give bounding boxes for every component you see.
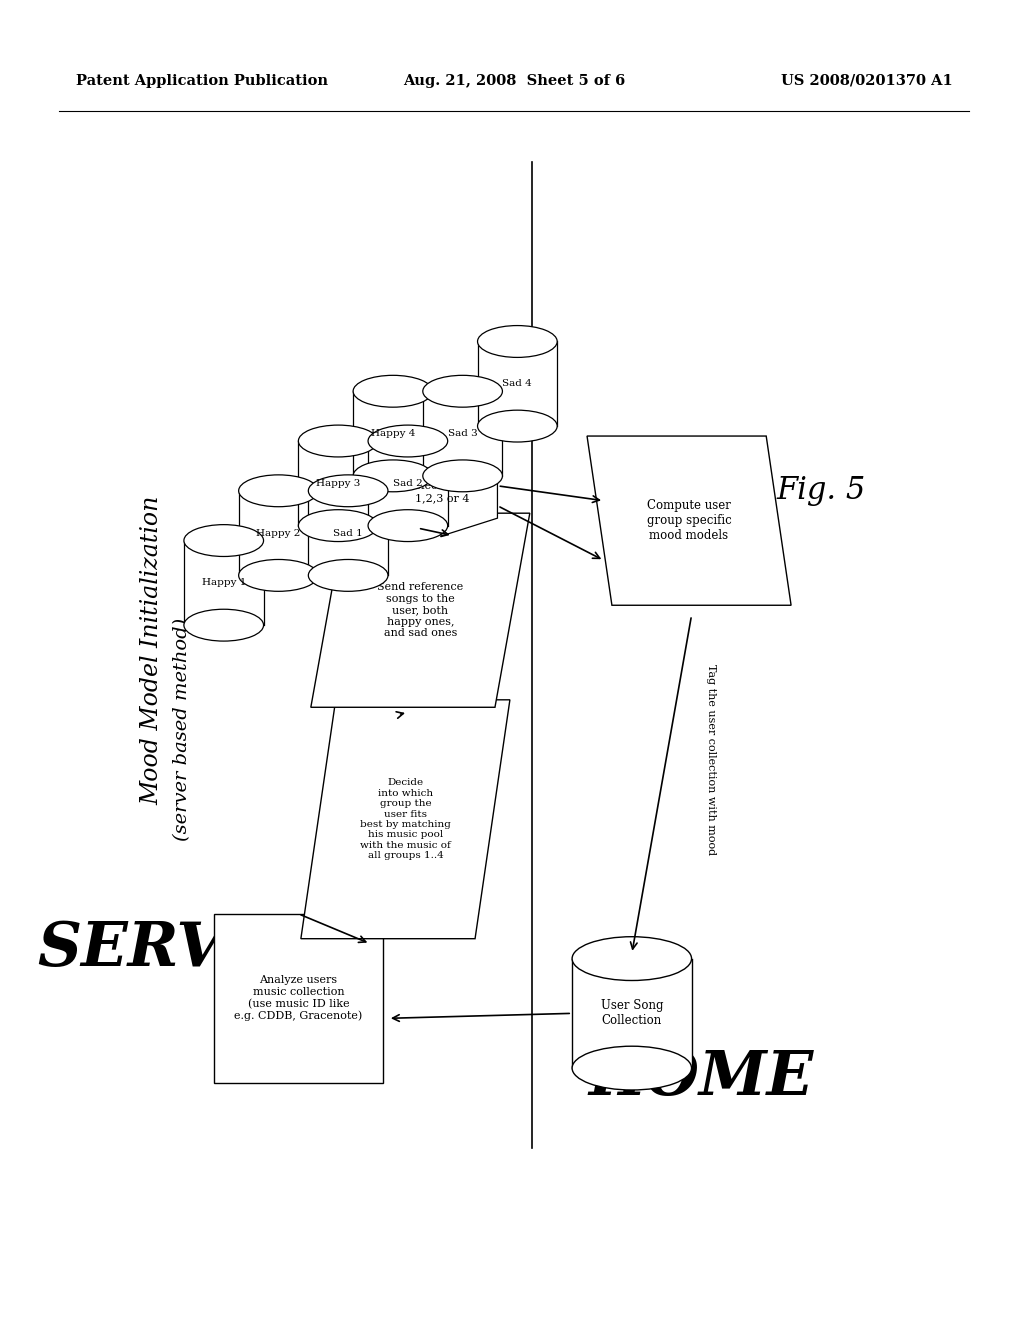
Polygon shape (353, 391, 433, 475)
Ellipse shape (353, 375, 433, 407)
Text: Compute user
group specific
mood models: Compute user group specific mood models (647, 499, 731, 543)
Text: Select group
1,2,3 or 4: Select group 1,2,3 or 4 (407, 482, 478, 503)
Ellipse shape (477, 411, 557, 442)
Text: Sad 4: Sad 4 (503, 379, 532, 388)
Text: Happy 3: Happy 3 (316, 479, 360, 488)
Ellipse shape (298, 425, 378, 457)
Text: Analyze users
music collection
(use music ID like
e.g. CDDB, Gracenote): Analyze users music collection (use musi… (234, 975, 362, 1022)
Polygon shape (572, 958, 691, 1068)
Text: US 2008/0201370 A1: US 2008/0201370 A1 (780, 74, 952, 87)
Ellipse shape (308, 475, 388, 507)
Text: HOME: HOME (589, 1048, 814, 1107)
Polygon shape (239, 491, 318, 576)
Ellipse shape (239, 475, 318, 507)
Ellipse shape (308, 560, 388, 591)
Text: SERVER: SERVER (37, 919, 321, 978)
Text: (server based method): (server based method) (173, 618, 190, 841)
Ellipse shape (184, 610, 263, 642)
Text: Decide
into which
group the
user fits
best by matching
his music pool
with the m: Decide into which group the user fits be… (360, 779, 451, 861)
Ellipse shape (572, 937, 691, 981)
Ellipse shape (184, 524, 263, 557)
Ellipse shape (423, 459, 503, 492)
Polygon shape (368, 441, 447, 525)
Text: Sad 1: Sad 1 (333, 528, 364, 537)
Ellipse shape (423, 375, 503, 407)
Text: User Song
Collection: User Song Collection (601, 999, 664, 1027)
Polygon shape (298, 441, 378, 525)
Text: Tag the user collection with mood: Tag the user collection with mood (707, 664, 717, 855)
Ellipse shape (353, 459, 433, 492)
Ellipse shape (572, 1047, 691, 1090)
Polygon shape (587, 436, 792, 606)
Ellipse shape (368, 510, 447, 541)
Ellipse shape (368, 425, 447, 457)
Ellipse shape (239, 560, 318, 591)
Text: Mood Model Initialization: Mood Model Initialization (140, 495, 164, 805)
Polygon shape (477, 342, 557, 426)
Text: Happy 4: Happy 4 (371, 429, 415, 438)
Polygon shape (423, 391, 503, 475)
Text: Patent Application Publication: Patent Application Publication (77, 74, 329, 87)
Text: Send reference
songs to the
user, both
happy ones,
and sad ones: Send reference songs to the user, both h… (377, 582, 464, 639)
Polygon shape (311, 513, 529, 708)
Text: Aug. 21, 2008  Sheet 5 of 6: Aug. 21, 2008 Sheet 5 of 6 (403, 74, 626, 87)
Text: Sad 3: Sad 3 (447, 429, 477, 438)
Text: Happy 1: Happy 1 (202, 578, 246, 587)
Bar (214, 913, 383, 1082)
Text: Happy 2: Happy 2 (256, 528, 301, 537)
Ellipse shape (298, 510, 378, 541)
Ellipse shape (477, 326, 557, 358)
Polygon shape (301, 700, 510, 939)
Polygon shape (184, 541, 263, 626)
Text: Fig. 5: Fig. 5 (776, 475, 865, 507)
Polygon shape (388, 466, 498, 536)
Polygon shape (308, 491, 388, 576)
Text: Sad 2: Sad 2 (393, 479, 423, 488)
